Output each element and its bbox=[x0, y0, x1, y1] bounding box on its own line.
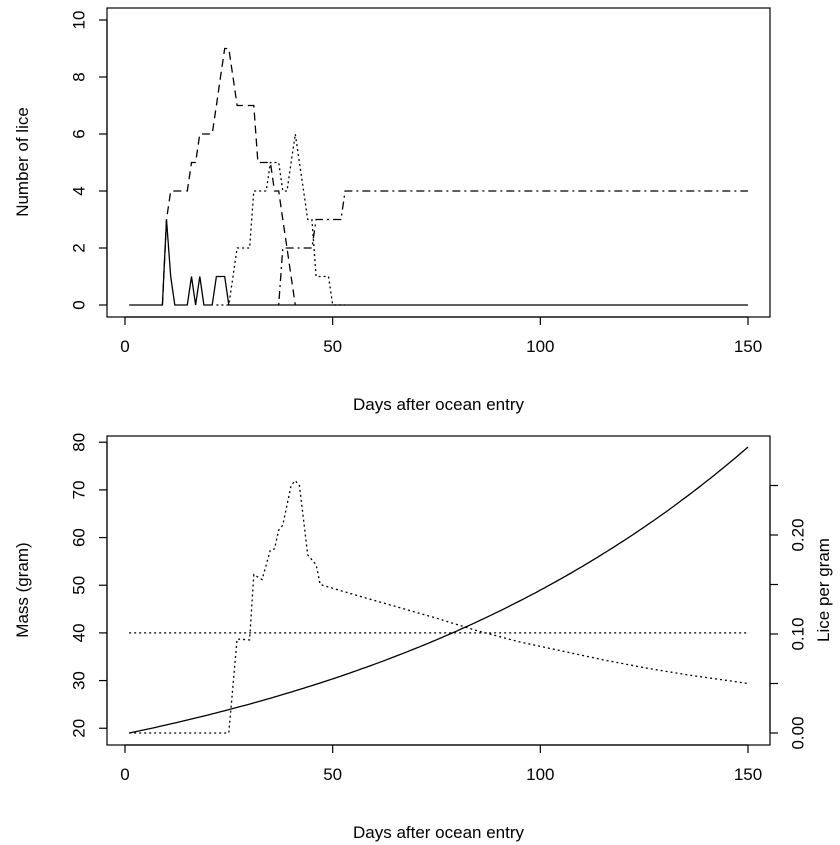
plot-frame-bottom bbox=[106, 435, 771, 746]
x-axis-bottom: 0 50 100 150 bbox=[120, 744, 762, 784]
y-tick-label-top: 8 bbox=[70, 72, 89, 81]
x-tick-label-top: 150 bbox=[734, 337, 762, 356]
y-tick-label-bottom: 50 bbox=[70, 576, 89, 595]
x-tick-label-bottom: 100 bbox=[526, 765, 554, 784]
y-axis-top: 0 2 4 6 8 10 bbox=[70, 11, 108, 310]
series-line-top-dotdash bbox=[278, 190, 748, 306]
x-tick-label-bottom: 50 bbox=[323, 765, 342, 784]
x-tick-label-bottom: 150 bbox=[734, 765, 762, 784]
series-line-mass bbox=[129, 446, 749, 734]
y-tick-label-bottom: 40 bbox=[70, 623, 89, 642]
y2-tick-label-bottom: 0.00 bbox=[789, 716, 808, 749]
x-tick-label-top: 100 bbox=[526, 337, 554, 356]
y-tick-label-top: 10 bbox=[70, 11, 89, 30]
y-axis-right-bottom: 0.00 0.10 0.20 bbox=[769, 484, 808, 750]
x-tick-label-top: 50 bbox=[323, 337, 342, 356]
y2-axis-title-bottom: Lice per gram bbox=[814, 538, 833, 642]
y-tick-label-bottom: 70 bbox=[70, 480, 89, 499]
y-tick-label-top: 6 bbox=[70, 129, 89, 138]
x-tick-label-top: 0 bbox=[120, 337, 129, 356]
y-axis-title-top: Number of lice bbox=[13, 107, 32, 217]
plot-frame-top bbox=[106, 7, 771, 318]
y-tick-label-bottom: 80 bbox=[70, 433, 89, 452]
y-tick-label-top: 2 bbox=[70, 243, 89, 252]
series-line-lice-per-gram bbox=[129, 479, 749, 734]
y2-tick-label-bottom: 0.10 bbox=[789, 617, 808, 650]
panel-number-of-lice: 0 50 100 150 0 2 4 6 8 10 Days after ocean entry… bbox=[13, 7, 771, 414]
y-tick-label-bottom: 20 bbox=[70, 719, 89, 738]
series-line-top-dashed bbox=[161, 47, 296, 306]
y-tick-label-bottom: 60 bbox=[70, 528, 89, 547]
x-axis-title-top: Days after ocean entry bbox=[353, 395, 525, 414]
series-line-top-solid bbox=[129, 219, 748, 306]
y-axis-left-bottom: 20 30 40 50 60 70 80 bbox=[70, 433, 108, 738]
panel-mass: 0 50 100 150 20 30 40 50 60 70 80 0.00 0.10 0.20 Da… bbox=[13, 433, 833, 842]
y2-tick-label-bottom: 0.20 bbox=[789, 518, 808, 551]
y-tick-label-top: 4 bbox=[70, 186, 89, 195]
x-tick-label-bottom: 0 bbox=[120, 765, 129, 784]
y-tick-label-top: 0 bbox=[70, 300, 89, 309]
x-axis-top: 0 50 100 150 bbox=[120, 316, 762, 356]
series-group-top bbox=[129, 47, 748, 306]
series-group-bottom bbox=[129, 446, 749, 734]
x-axis-title-bottom: Days after ocean entry bbox=[353, 823, 525, 842]
y-axis-title-bottom: Mass (gram) bbox=[13, 542, 32, 637]
y-tick-label-bottom: 30 bbox=[70, 671, 89, 690]
